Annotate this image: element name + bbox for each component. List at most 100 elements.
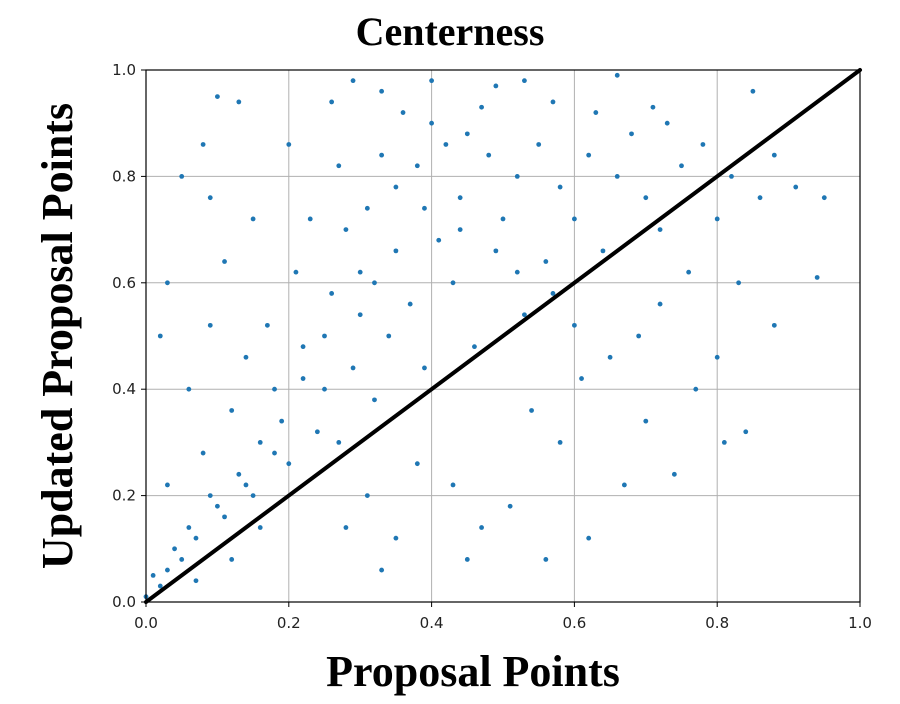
scatter-point: [150, 573, 156, 578]
scatter-point: [679, 163, 684, 169]
scatter-point: [229, 408, 235, 413]
scatter-point: [693, 386, 699, 392]
scatter-point: [479, 104, 484, 110]
scatter-point: [522, 312, 527, 318]
reference-line-group: [144, 68, 862, 604]
scatter-point: [350, 78, 356, 84]
scatter-point: [286, 142, 292, 147]
scatter-point: [429, 120, 434, 126]
scatter-point: [486, 152, 492, 158]
scatter-point: [536, 142, 542, 147]
scatter-point: [450, 280, 456, 286]
scatter-point: [572, 216, 577, 222]
scatter-point: [286, 461, 292, 467]
x-tick-label: 0.2: [277, 614, 301, 632]
scatter-point: [393, 248, 399, 254]
scatter-point: [179, 557, 185, 562]
x-tick-label: 1.0: [848, 614, 872, 632]
scatter-point: [165, 567, 170, 573]
scatter-point: [322, 386, 327, 392]
scatter-point: [393, 184, 399, 190]
scatter-point: [550, 291, 556, 296]
scatter-point: [186, 386, 192, 392]
scatter-point: [629, 131, 634, 137]
scatter-point: [743, 429, 749, 435]
scatter-point: [607, 354, 613, 360]
scatter-point: [272, 386, 277, 392]
scatter-point: [314, 429, 320, 435]
scatter-point: [614, 174, 620, 179]
scatter-point: [236, 471, 242, 477]
scatter-point: [207, 322, 213, 328]
y-tick-label: 0.6: [112, 274, 136, 292]
scatter-point: [257, 440, 263, 445]
scatter-point: [493, 248, 499, 254]
scatter-point: [179, 174, 185, 179]
scatter-point: [579, 376, 584, 381]
scatter-point: [207, 493, 213, 498]
x-tick-label: 0.6: [562, 614, 586, 632]
scatter-point: [279, 418, 285, 424]
scatter-point: [257, 525, 263, 530]
scatter-point: [357, 269, 363, 275]
scatter-point: [329, 291, 335, 296]
scatter-point: [243, 482, 249, 488]
scatter-point: [643, 418, 649, 424]
x-tick-label: 0.8: [705, 614, 729, 632]
scatter-point: [165, 482, 170, 488]
scatter-point: [443, 142, 449, 147]
scatter-point: [650, 104, 656, 110]
scatter-point: [529, 408, 534, 413]
scatter-point: [229, 557, 235, 562]
y-axis-label: Updated Proposal Points: [33, 103, 82, 569]
scatter-point: [593, 110, 599, 115]
scatter-point: [250, 493, 256, 498]
scatter-point: [600, 248, 606, 254]
scatter-point: [422, 205, 427, 211]
scatter-point: [186, 525, 192, 530]
scatter-point: [450, 482, 456, 488]
plot-frame: [145, 69, 861, 603]
scatter-point: [657, 301, 663, 307]
y-tick-label: 0.0: [112, 593, 136, 611]
scatter-point: [557, 184, 563, 190]
scatter-point: [193, 578, 199, 584]
scatter-point: [464, 131, 470, 137]
scatter-point: [300, 376, 306, 381]
scatter-point: [714, 354, 720, 360]
y-tick-label: 1.0: [112, 61, 136, 79]
scatter-point: [379, 88, 385, 94]
scatter-point: [414, 461, 420, 467]
scatter-point: [457, 195, 463, 201]
scatter-point: [700, 142, 706, 147]
scatter-point: [464, 557, 470, 562]
axis-ticks: 0.0 0.2 0.4 0.6 0.8 1.0 0.0 0.2 0.4 0.6 0.8 1.0: [112, 61, 872, 632]
scatter-point: [250, 216, 256, 222]
scatter-point: [372, 280, 377, 286]
scatter-point: [507, 503, 513, 509]
scatter-point: [586, 535, 592, 541]
scatter-point: [493, 83, 499, 89]
scatter-point: [771, 152, 777, 158]
scatter-point: [193, 535, 199, 541]
scatter-point: [307, 216, 313, 222]
scatter-point: [457, 227, 463, 233]
scatter-point: [372, 397, 377, 403]
scatter-point: [379, 567, 385, 573]
scatter-point: [336, 440, 342, 445]
scatter-point: [750, 88, 756, 94]
scatter-point: [215, 94, 220, 99]
grid-lines: [146, 70, 860, 602]
y-tick-label: 0.2: [112, 487, 136, 505]
scatter-point: [293, 269, 299, 275]
scatter-point: [714, 216, 720, 222]
scatter-point: [429, 78, 434, 84]
scatter-points: [143, 72, 827, 600]
scatter-point: [736, 280, 742, 286]
y-tick-label: 0.8: [112, 167, 136, 185]
scatter-point: [243, 354, 249, 360]
scatter-point: [550, 99, 556, 105]
scatter-point: [572, 322, 577, 328]
scatter-point: [343, 525, 349, 530]
